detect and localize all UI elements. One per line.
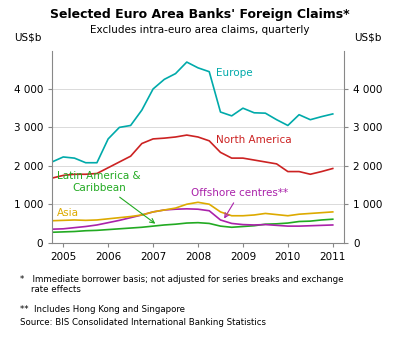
Text: Offshore centres**: Offshore centres** (191, 188, 288, 217)
Text: US$b: US$b (14, 33, 42, 43)
Text: Selected Euro Area Banks' Foreign Claims*: Selected Euro Area Banks' Foreign Claims… (50, 8, 350, 22)
Text: Asia: Asia (56, 208, 78, 218)
Text: *   Immediate borrower basis; not adjusted for series breaks and exchange
    ra: * Immediate borrower basis; not adjusted… (20, 275, 344, 294)
Text: Excludes intra-euro area claims, quarterly: Excludes intra-euro area claims, quarter… (90, 25, 310, 35)
Text: **  Includes Hong Kong and Singapore: ** Includes Hong Kong and Singapore (20, 305, 185, 314)
Text: US$b: US$b (354, 33, 382, 43)
Text: Source: BIS Consolidated International Banking Statistics: Source: BIS Consolidated International B… (20, 318, 266, 328)
Text: Europe: Europe (216, 68, 252, 78)
Text: North America: North America (216, 135, 292, 145)
Text: Latin America &
Caribbean: Latin America & Caribbean (57, 171, 154, 223)
